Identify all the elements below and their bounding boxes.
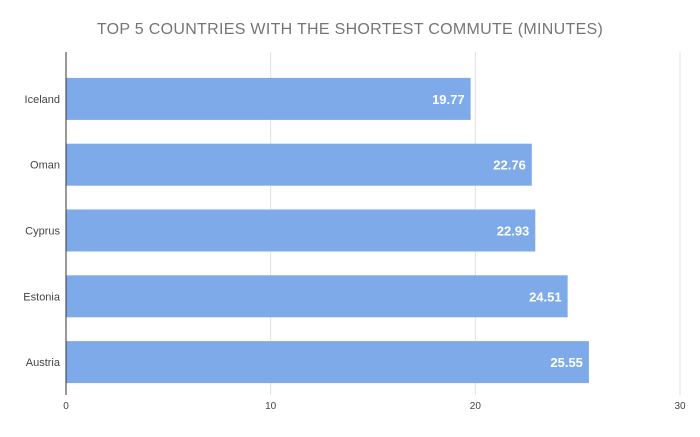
x-tick-label: 30: [674, 401, 686, 412]
x-tick-label: 10: [265, 401, 277, 412]
category-label: Austria: [26, 357, 61, 369]
category-label: Oman: [30, 160, 60, 172]
bar-estonia: [66, 275, 568, 318]
chart-title: TOP 5 COUNTRIES WITH THE SHORTEST COMMUT…: [96, 21, 604, 38]
bar-cyprus: [66, 209, 536, 252]
x-tick-label: 20: [470, 401, 482, 412]
data-label: 22.93: [497, 224, 530, 239]
category-label: Cyprus: [25, 226, 60, 238]
data-label: 22.76: [493, 158, 526, 173]
bar-iceland: [66, 77, 471, 120]
bar-austria: [66, 341, 589, 384]
category-label: Estonia: [23, 291, 61, 303]
data-label: 24.51: [529, 289, 562, 304]
data-label: 25.55: [550, 355, 583, 370]
bar-oman: [66, 143, 532, 186]
data-label: 19.77: [432, 92, 465, 107]
x-tick-label: 0: [63, 401, 69, 412]
category-label: Iceland: [25, 94, 60, 106]
